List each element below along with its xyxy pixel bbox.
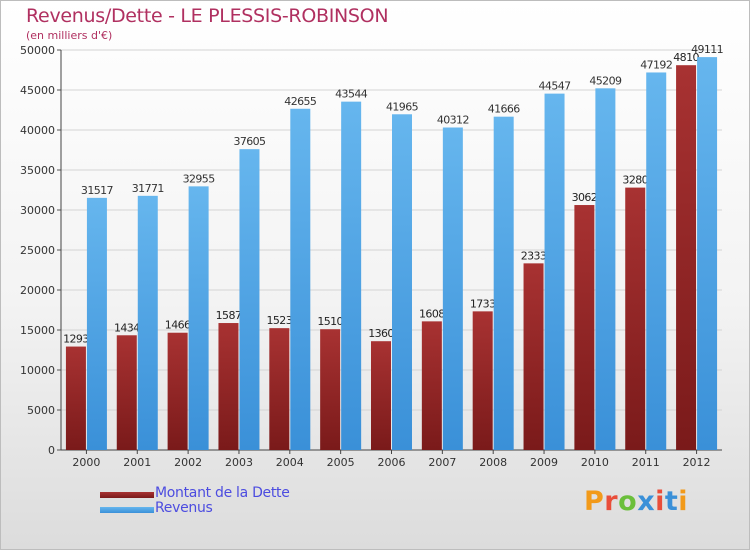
data-label-debt: 1733 [470,297,496,310]
data-label-revenue: 41666 [488,103,521,116]
x-tick-label: 2008 [479,456,507,469]
bar-debt [320,329,341,450]
y-tick-label: 30000 [20,204,55,217]
bar-debt [167,332,188,450]
x-tick-label: 2005 [327,456,355,469]
data-label-debt: 1608 [419,307,445,320]
legend-swatch-revenue [100,507,154,513]
data-label-debt: 3280 [622,174,648,187]
data-label-debt: 1293 [63,333,89,346]
x-tick-label: 2007 [428,456,456,469]
bar-debt [116,335,137,450]
data-label-revenue: 41965 [386,100,419,113]
y-tick-label: 35000 [20,164,55,177]
bar-debt [523,263,544,450]
data-label-revenue: 40312 [437,114,469,127]
data-label-revenue: 47192 [640,58,672,71]
data-label-debt: 1466 [165,319,191,332]
y-tick-label: 5000 [27,404,55,417]
bar-debt [269,328,290,450]
bar-revenue [442,127,463,450]
y-tick-label: 40000 [20,124,55,137]
bar-debt [676,65,697,450]
bar-debt [371,341,391,450]
y-tick-label: 20000 [20,284,55,297]
x-tick-label: 2006 [378,456,406,469]
data-label-debt: 4810 [673,51,699,64]
bar-debt [65,346,86,450]
proxiti-logo: Proxiti [584,486,688,517]
logo-letter: i [678,486,689,517]
x-tick-label: 2003 [225,456,253,469]
data-label-debt: 1510 [317,315,343,328]
bar-revenue [188,186,209,451]
bar-revenue [493,116,514,450]
y-tick-label: 0 [48,444,55,457]
logo-letter: t [664,486,679,517]
bar-revenue [290,108,311,450]
data-label-debt: 1587 [216,309,242,322]
chart-subtitle: (en milliers d'€) [26,29,113,42]
legend-label-debt: Montant de la Dette [155,485,290,501]
bar-debt [421,321,442,450]
bar-debt [472,311,493,450]
data-label-revenue: 45209 [589,74,622,87]
bar-revenue [137,195,158,450]
x-tick-label: 2010 [581,456,609,469]
data-label-revenue: 31517 [81,184,114,197]
bar-revenue [392,114,412,450]
data-label-revenue: 32955 [183,172,216,185]
data-label-debt: 1434 [114,321,140,334]
bar-debt [625,187,646,450]
data-label-debt: 1523 [267,314,293,327]
x-tick-label: 2000 [72,456,100,469]
y-tick-label: 50000 [20,44,55,57]
x-tick-label: 2004 [276,456,304,469]
chart-title: Revenus/Dette - LE PLESSIS-ROBINSON [26,5,389,27]
data-label-revenue: 43544 [335,88,368,101]
bar-debt [574,205,595,450]
data-label-debt: 3062 [572,191,598,204]
logo-letter: o [618,486,638,517]
data-label-debt: 2333 [521,249,547,262]
bar-debt [218,323,239,450]
bar-revenue [595,88,616,450]
logo-letter: P [584,486,605,517]
logo-letter: i [655,486,665,517]
y-tick-label: 25000 [20,244,55,257]
legend-label-revenue: Revenus [155,500,213,516]
logo-letter: r [604,486,619,517]
data-label-debt: 1360 [368,327,394,340]
data-label-revenue: 31771 [132,182,164,195]
bar-revenue [341,101,362,450]
data-label-revenue: 37605 [233,135,266,148]
x-tick-label: 2001 [123,456,151,469]
y-tick-label: 45000 [20,84,55,97]
bar-revenue [239,149,260,450]
y-tick-label: 10000 [20,364,55,377]
x-tick-label: 2012 [683,456,711,469]
data-label-revenue: 44547 [539,80,572,93]
x-tick-label: 2002 [174,456,202,469]
x-tick-label: 2009 [530,456,558,469]
bar-revenue [646,72,667,451]
y-tick-label: 15000 [20,324,55,337]
bar-revenue [86,197,107,450]
bar-revenue [697,57,718,450]
data-label-revenue: 49111 [691,43,723,56]
data-label-revenue: 42655 [284,95,317,108]
logo-letter: x [637,486,656,517]
bar-revenue [544,93,565,451]
legend-swatch-debt [100,492,154,498]
x-tick-label: 2011 [632,456,660,469]
